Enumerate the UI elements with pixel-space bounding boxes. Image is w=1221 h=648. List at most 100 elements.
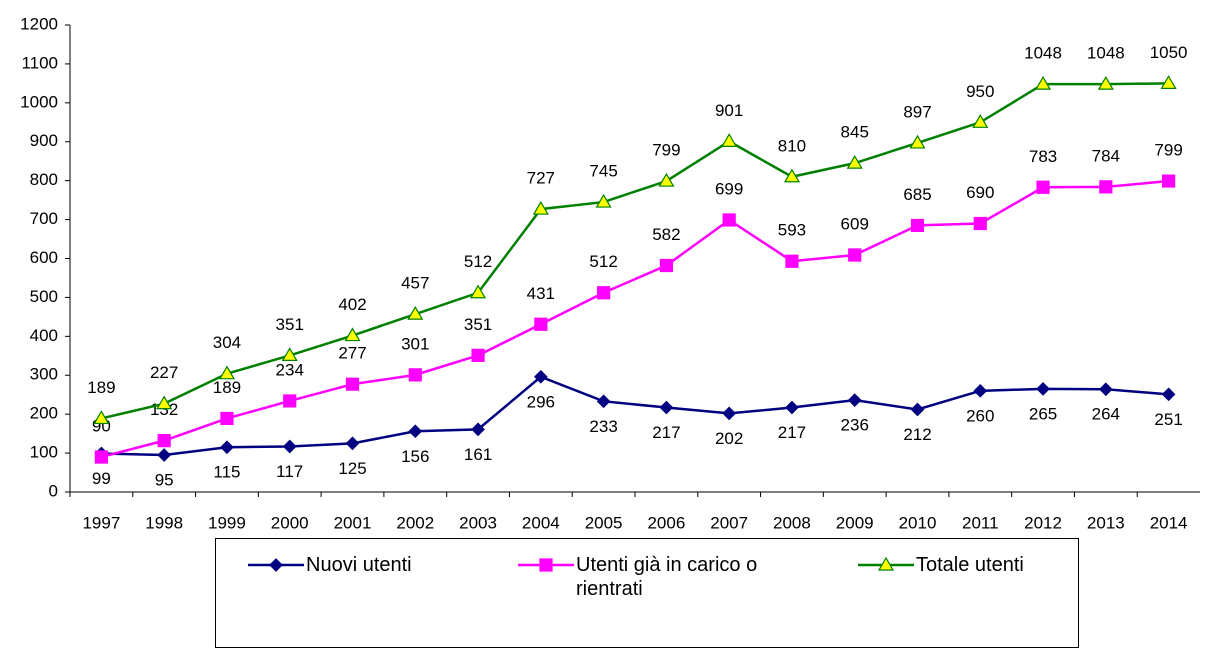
marker: [848, 248, 862, 262]
data-label: 727: [527, 169, 555, 188]
data-label: 799: [1154, 141, 1182, 160]
data-label: 901: [715, 101, 743, 120]
x-tick-label: 2000: [271, 513, 309, 530]
marker: [1099, 180, 1113, 194]
data-label: 260: [966, 406, 994, 425]
y-tick-label: 100: [30, 443, 58, 462]
legend-swatch: [858, 556, 914, 571]
data-label: 233: [589, 417, 617, 436]
marker: [408, 424, 423, 439]
marker: [973, 383, 988, 398]
x-tick-label: 2007: [710, 513, 748, 530]
data-label: 457: [401, 274, 429, 293]
marker: [1098, 382, 1113, 397]
marker: [345, 377, 360, 391]
marker: [157, 434, 171, 448]
marker: [539, 558, 553, 572]
marker: [220, 440, 234, 455]
x-tick-label: 2006: [647, 513, 685, 530]
marker: [345, 436, 360, 451]
data-label: 582: [652, 225, 680, 244]
data-label: 212: [903, 425, 931, 444]
marker: [269, 558, 283, 572]
data-label: 351: [276, 315, 304, 334]
data-label: 1048: [1024, 44, 1062, 63]
x-tick-label: 2013: [1087, 513, 1125, 530]
marker: [783, 168, 800, 183]
marker: [910, 218, 925, 233]
y-tick-label: 700: [30, 209, 58, 228]
series-line: [101, 82, 1169, 420]
data-label: 202: [715, 429, 743, 448]
marker: [595, 193, 612, 208]
marker: [1036, 180, 1050, 194]
chart: 0 100 200 300 400 500 600 700 800 900 1000 1100 1200…: [20, 14, 1200, 532]
marker: [910, 402, 925, 417]
data-label: 1050: [1150, 43, 1188, 62]
marker: [532, 200, 549, 215]
marker: [597, 286, 611, 300]
data-label: 745: [589, 162, 617, 181]
x-tick-label: 2014: [1150, 513, 1188, 530]
legend-item: Nuovi utenti: [246, 553, 412, 577]
x-tick-label: 2005: [585, 513, 623, 530]
marker: [157, 448, 172, 462]
data-label: 512: [464, 252, 492, 271]
marker: [218, 365, 235, 380]
marker: [785, 254, 799, 268]
marker: [534, 317, 548, 331]
data-label: 845: [841, 123, 869, 142]
data-label: 609: [841, 214, 869, 233]
data-label: 217: [652, 423, 680, 442]
data-label: 685: [903, 185, 931, 204]
data-label: 125: [338, 459, 366, 478]
y-tick-label: 600: [30, 248, 58, 267]
marker: [1097, 75, 1114, 90]
page: 0 100 200 300 400 500 600 700 800 900 1000 1100 1200…: [20, 14, 1200, 648]
data-label: 304: [213, 333, 241, 352]
data-label: 810: [778, 136, 806, 155]
marker: [470, 284, 487, 299]
y-tick-label: 900: [30, 131, 58, 150]
data-label: 99: [92, 469, 111, 488]
marker: [220, 411, 234, 426]
x-tick-label: 2001: [334, 513, 372, 530]
data-label: 95: [155, 471, 174, 490]
data-label: 117: [276, 462, 303, 481]
x-tick-label: 2012: [1024, 513, 1062, 530]
data-label: 217: [778, 423, 806, 442]
marker: [471, 422, 485, 437]
data-label: 251: [1154, 410, 1182, 429]
marker: [972, 114, 989, 128]
marker: [1161, 387, 1176, 402]
y-tick-label: 300: [30, 365, 58, 384]
data-label: 115: [213, 463, 240, 482]
marker: [93, 410, 110, 425]
marker: [909, 134, 926, 149]
data-label: 799: [652, 141, 680, 160]
data-label: 277: [338, 344, 366, 363]
marker: [659, 400, 674, 415]
data-label: 431: [527, 284, 555, 303]
marker: [785, 400, 799, 415]
marker: [156, 395, 173, 410]
marker: [1162, 174, 1176, 188]
data-label: 512: [589, 252, 617, 271]
marker: [973, 216, 987, 231]
marker: [1035, 75, 1052, 90]
data-label: 690: [966, 183, 994, 202]
data-label: 189: [213, 378, 241, 397]
series-line: [101, 375, 1169, 457]
legend-item: Totale utenti: [856, 553, 1024, 577]
marker: [408, 368, 422, 382]
marker: [94, 450, 108, 464]
x-tick-label: 2002: [396, 513, 434, 530]
data-label: 950: [966, 82, 994, 101]
x-tick-label: 2011: [962, 513, 999, 530]
marker: [722, 406, 737, 421]
marker: [659, 258, 673, 273]
x-tick-label: 2009: [836, 513, 874, 530]
data-label: 189: [87, 378, 115, 397]
marker: [847, 393, 862, 408]
data-label: 593: [778, 221, 806, 240]
